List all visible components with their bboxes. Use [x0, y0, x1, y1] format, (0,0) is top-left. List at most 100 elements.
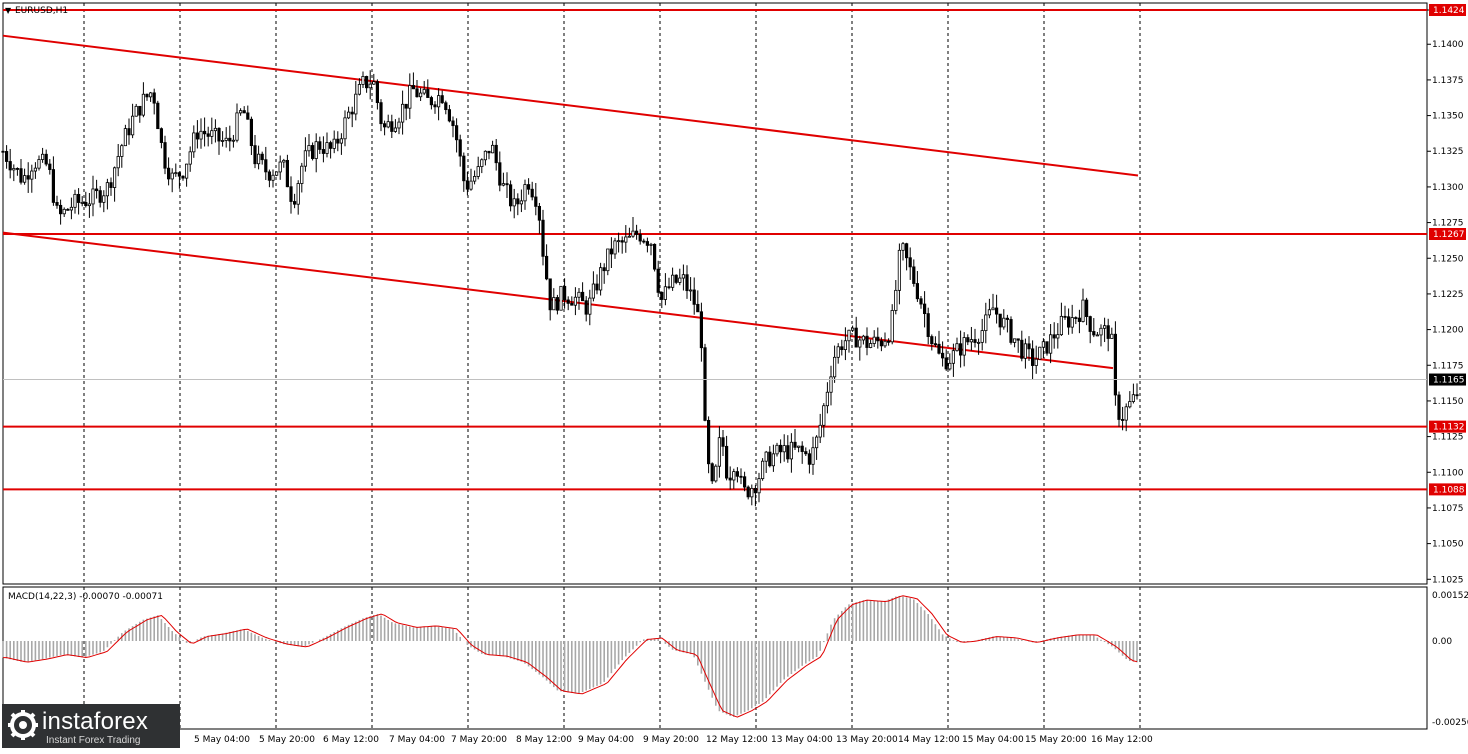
- candle-body: [631, 230, 635, 237]
- level-tag-text: 1.1088: [1433, 485, 1465, 495]
- channel-line-0[interactable]: [2, 34, 1139, 177]
- price-tick-label: 1.1125: [1432, 433, 1464, 443]
- candle-body: [721, 437, 725, 447]
- candle-body: [91, 188, 95, 205]
- candle-body: [984, 314, 988, 332]
- candle-body: [51, 169, 56, 203]
- candle-body: [995, 307, 999, 315]
- candle-body: [1095, 334, 1099, 337]
- candle-body: [663, 286, 668, 300]
- candle-body: [379, 102, 383, 125]
- candle-body: [649, 243, 653, 246]
- candle-body: [797, 445, 801, 448]
- candle-body: [685, 274, 689, 292]
- candle-body: [199, 130, 203, 140]
- price-tick-label: 1.1225: [1432, 290, 1464, 300]
- candle-body: [480, 159, 484, 168]
- candle-body: [703, 347, 707, 421]
- candle-body: [512, 198, 516, 207]
- candle-body: [444, 102, 448, 111]
- candle-body: [516, 198, 520, 205]
- candle-body: [436, 95, 441, 108]
- candle-body: [894, 289, 898, 311]
- candle-body: [314, 141, 318, 159]
- level-tag-1.1424: [1429, 4, 1466, 16]
- candle-body: [869, 343, 873, 348]
- candle-body: [508, 184, 513, 207]
- candle-body: [202, 130, 207, 135]
- candle-body: [872, 336, 876, 344]
- candle-body: [267, 171, 272, 181]
- candle-body: [440, 95, 444, 104]
- candle-body: [1052, 334, 1056, 339]
- macd-tick-label: 0.00: [1432, 637, 1452, 647]
- candle-body: [944, 357, 948, 370]
- candle-body: [858, 339, 862, 348]
- candle-body: [390, 121, 394, 132]
- candle-body: [256, 153, 261, 165]
- candle-body: [310, 145, 315, 159]
- candle-body: [1117, 394, 1121, 420]
- candle-body: [725, 445, 729, 479]
- macd-signal-line: [3, 595, 1138, 718]
- candlestick-series: [1, 70, 1139, 507]
- candle-body: [818, 424, 822, 438]
- candle-body: [980, 330, 984, 343]
- candle-body: [743, 476, 747, 488]
- candle-body: [908, 257, 912, 268]
- candle-body: [854, 327, 858, 348]
- candle-body: [1081, 299, 1085, 322]
- candle-body: [73, 193, 77, 208]
- level-price-tags: 1.1424 1.1267 1.1132 1.1088: [1429, 4, 1466, 496]
- candle-body: [15, 168, 20, 170]
- candle-body: [692, 289, 696, 305]
- candle-body: [1085, 299, 1089, 317]
- vertical-gridlines: [83, 3, 1141, 729]
- candle-body: [613, 240, 617, 255]
- candle-body: [332, 138, 336, 149]
- candle-body: [282, 159, 286, 163]
- candle-body: [527, 184, 531, 190]
- price-tick-label: 1.1150: [1432, 397, 1464, 407]
- candle-body: [253, 145, 257, 165]
- candle-body: [959, 343, 963, 356]
- candle-body: [577, 291, 581, 298]
- candle-body: [422, 89, 426, 94]
- candle-body: [829, 376, 833, 393]
- candle-body: [671, 274, 675, 288]
- time-label: 6 May 12:00: [323, 735, 379, 745]
- time-label: 9 May 04:00: [578, 735, 634, 745]
- candle-body: [55, 202, 59, 206]
- candle-body: [447, 109, 452, 122]
- candle-body: [775, 444, 779, 455]
- candle-body: [476, 166, 480, 177]
- time-label: 5 May 04:00: [194, 735, 250, 745]
- candle-body: [483, 150, 488, 161]
- candle-body: [1045, 341, 1049, 354]
- candle-body: [883, 340, 887, 347]
- candle-body: [847, 329, 851, 342]
- candle-body: [285, 159, 290, 188]
- candle-body: [454, 125, 459, 141]
- candle-body: [415, 88, 419, 98]
- candle-body: [836, 346, 840, 358]
- symbol-triangle-icon: ▼: [5, 6, 12, 15]
- candle-body: [472, 176, 477, 182]
- candle-body: [174, 172, 178, 175]
- candle-body: [905, 243, 909, 259]
- candle-body: [699, 311, 704, 349]
- candle-body: [357, 84, 362, 95]
- candle-body: [987, 309, 992, 316]
- candle-body: [951, 350, 956, 364]
- candle-body: [116, 156, 120, 169]
- candle-body: [404, 103, 408, 109]
- candle-body: [793, 441, 797, 448]
- candle-body: [771, 453, 776, 467]
- candle-body: [501, 183, 506, 186]
- candle-body: [192, 132, 196, 153]
- horizontal-levels[interactable]: [3, 9, 1427, 491]
- candle-body: [465, 180, 470, 190]
- candle-body: [768, 451, 772, 467]
